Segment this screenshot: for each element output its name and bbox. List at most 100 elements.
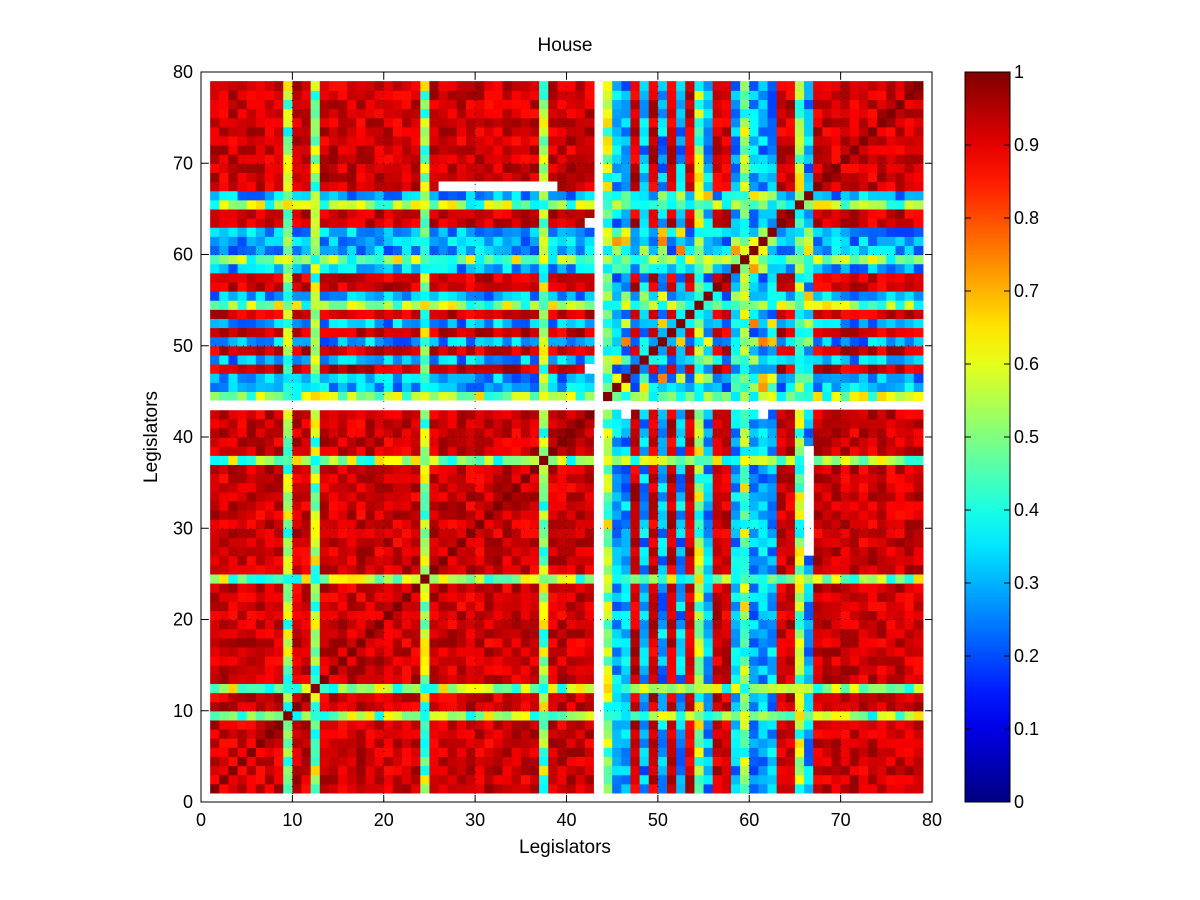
heatmap-cell: [429, 327, 440, 338]
heatmap-cell: [255, 747, 266, 757]
heatmap-cell: [740, 300, 750, 310]
heatmap-cell: [219, 573, 230, 584]
heatmap-cell: [849, 382, 860, 392]
heatmap-cell: [603, 546, 613, 557]
heatmap-cell: [328, 382, 339, 392]
heatmap-cell: [868, 464, 878, 475]
heatmap-cell: [255, 382, 266, 392]
heatmap-cell: [210, 382, 220, 392]
heatmap-cell: [548, 628, 558, 639]
heatmap-cell: [639, 455, 650, 465]
heatmap-cell: [785, 437, 796, 447]
heatmap-cell: [886, 318, 897, 329]
heatmap-cell: [292, 227, 303, 237]
heatmap-cell: [721, 245, 732, 256]
heatmap-cell: [822, 236, 833, 246]
heatmap-cell: [328, 692, 339, 703]
heatmap-cell: [813, 519, 823, 529]
heatmap-cell: [529, 491, 540, 502]
heatmap-cell: [502, 464, 513, 475]
heatmap-cell: [877, 491, 887, 502]
heatmap-cell: [794, 327, 805, 338]
heatmap-cell: [776, 318, 787, 329]
heatmap-cell: [621, 756, 632, 767]
heatmap-cell: [310, 437, 321, 447]
heatmap-cell: [511, 674, 522, 684]
heatmap-cell: [840, 783, 851, 794]
heatmap-cell: [730, 555, 741, 566]
heatmap-cell: [657, 263, 668, 274]
heatmap-cell: [274, 190, 284, 201]
heatmap-cell: [502, 300, 513, 310]
heatmap-cell: [246, 683, 257, 694]
heatmap-cell: [639, 245, 650, 256]
heatmap-cell: [868, 345, 878, 356]
heatmap-cell: [456, 665, 467, 675]
heatmap-cell: [676, 729, 686, 739]
heatmap-cell: [794, 254, 805, 265]
heatmap-cell: [648, 583, 659, 593]
heatmap-cell: [228, 263, 239, 274]
heatmap-cell: [402, 345, 412, 356]
heatmap-cell: [703, 291, 714, 301]
heatmap-cell: [502, 263, 513, 274]
heatmap-cell: [292, 729, 303, 739]
heatmap-cell: [703, 774, 714, 785]
heatmap-cell: [237, 327, 248, 338]
heatmap-cell: [383, 738, 394, 748]
heatmap-cell: [264, 646, 275, 657]
heatmap-cell: [219, 601, 230, 611]
heatmap-cell: [420, 482, 431, 493]
heatmap-cell: [776, 190, 787, 201]
heatmap-cell: [904, 327, 915, 338]
heatmap-cell: [868, 418, 878, 429]
heatmap-cell: [465, 482, 476, 493]
heatmap-cell: [621, 364, 632, 374]
heatmap-cell: [374, 683, 385, 694]
heatmap-cell: [858, 774, 869, 785]
heatmap-cell: [612, 546, 622, 557]
heatmap-cell: [794, 491, 805, 502]
heatmap-cell: [685, 208, 696, 219]
heatmap-cell: [438, 665, 449, 675]
heatmap-cell: [228, 446, 239, 456]
heatmap-cell: [310, 427, 321, 438]
heatmap-cell: [858, 510, 869, 520]
heatmap-cell: [347, 765, 357, 776]
heatmap-cell: [667, 391, 677, 402]
heatmap-cell: [356, 500, 367, 511]
heatmap-cell: [648, 783, 659, 794]
heatmap-cell: [667, 245, 677, 256]
heatmap-cell: [255, 628, 266, 639]
heatmap-cell: [228, 418, 239, 429]
heatmap-cell: [685, 336, 696, 347]
heatmap-cell: [639, 710, 650, 721]
heatmap-cell: [447, 774, 458, 785]
heatmap-cell: [210, 537, 220, 548]
heatmap-cell: [475, 208, 485, 219]
heatmap-cell: [822, 674, 833, 684]
heatmap-cell: [667, 455, 677, 465]
heatmap-cell: [758, 729, 769, 739]
heatmap-cell: [465, 710, 476, 721]
heatmap-cell: [447, 491, 458, 502]
heatmap-cell: [301, 437, 312, 447]
heatmap-cell: [374, 455, 385, 465]
heatmap-cell: [319, 701, 330, 712]
heatmap-cell: [210, 291, 220, 301]
heatmap-cell: [868, 619, 878, 630]
heatmap-cell: [721, 455, 732, 465]
heatmap-cell: [813, 656, 823, 666]
heatmap-cell: [392, 774, 403, 785]
heatmap-cell: [392, 510, 403, 520]
heatmap-cell: [776, 573, 787, 584]
heatmap-cell: [438, 573, 449, 584]
heatmap-cell: [849, 446, 860, 456]
heatmap-cell: [246, 747, 257, 757]
heatmap-cell: [246, 719, 257, 730]
heatmap-cell: [557, 382, 568, 392]
heatmap-cell: [356, 573, 367, 584]
heatmap-cell: [749, 272, 759, 283]
heatmap-cell: [310, 555, 321, 566]
heatmap-cell: [886, 418, 897, 429]
